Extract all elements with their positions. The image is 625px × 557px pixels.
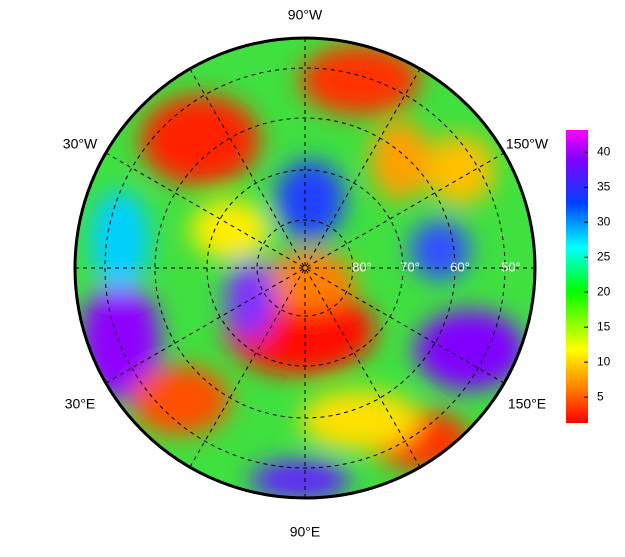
lon-label: 150°W [506,136,549,152]
colorbar-tick-label: 35 [597,180,611,194]
colorbar-tick-label: 5 [597,389,604,403]
colorbar-tick-label: 25 [597,249,611,263]
colorbar-tick-label: 10 [597,354,611,368]
colorbar-tick-label: 15 [597,319,611,333]
map-border [73,36,537,500]
lon-label: 150°E [508,396,546,412]
lat-label: 80° [352,259,372,274]
colorbar-tick-label: 30 [597,214,611,228]
field [75,38,535,498]
lat-label: 70° [400,259,420,274]
lat-label: 50° [501,259,521,274]
lon-label: 30°E [65,396,96,412]
colorbar-tick-label: 20 [597,284,611,298]
lon-label: 90°W [288,7,323,23]
lat-label: 60° [450,259,470,274]
lon-label: 30°W [63,136,98,152]
colorbar [566,130,588,423]
lon-label: 90°E [290,524,321,540]
colorbar-tick-label: 40 [597,145,611,159]
